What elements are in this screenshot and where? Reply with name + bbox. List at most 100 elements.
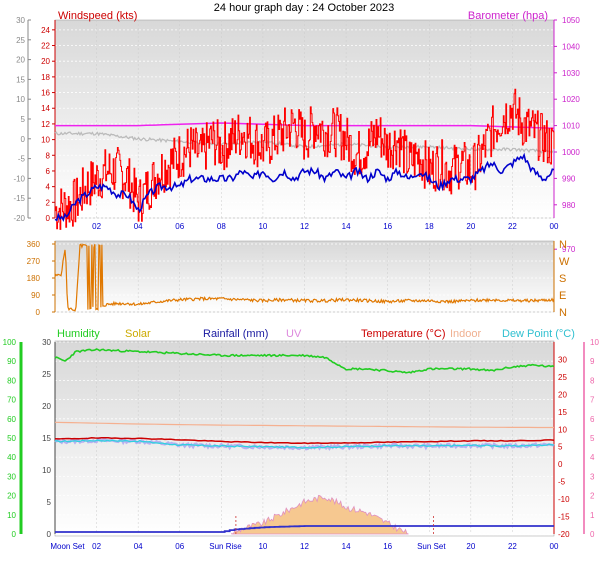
outer-tick-label-7: 15: [16, 75, 25, 84]
temperature-tick-label-9: 25: [558, 373, 567, 382]
hour-tick-top-2: 06: [175, 222, 184, 231]
uv-tick-label-0: 0: [590, 530, 595, 539]
chart-title: 24 hour graph day : 24 October 2023: [214, 2, 394, 14]
windspeed-tick-label-4: 8: [46, 151, 51, 160]
barometer-y-axis: 980 990 1000 1010 1020 1030 1040 1050 970: [553, 16, 580, 254]
dewpoint-line: [54, 439, 555, 449]
hour-tick-top-7: 16: [383, 222, 392, 231]
secondary-left-tick-label-2: 10: [42, 466, 51, 475]
hour-tick-bottom-9: Sun Set: [417, 542, 446, 551]
panel-climate-grid: [55, 341, 555, 535]
secondary-left-tick-label-4: 20: [42, 402, 51, 411]
barometer-tick-label-6: 1040: [562, 42, 580, 51]
dewpoint-band: [54, 437, 555, 451]
barometer-tick-label-8: 970: [562, 245, 576, 254]
humidity-tick-label-6: 60: [7, 415, 16, 424]
uv-tick-label-7: 7: [590, 396, 595, 405]
humidity-tick-label-7: 70: [7, 396, 16, 405]
indoor-line: [54, 421, 554, 429]
barometer-tick-label-1: 990: [562, 174, 576, 183]
outer-tick-label-3: -5: [18, 155, 26, 164]
compass-label-3: W: [559, 256, 570, 268]
hour-x-axis-bottom: Moon Set 02 04 06 Sun Rise 10 12 14 16 Sun Set 20 2…: [50, 542, 559, 551]
secondary-left-tick-label-6: 30: [42, 338, 51, 347]
windspeed-tick-label-12: 24: [41, 26, 50, 35]
temperature-tick-label-5: 5: [558, 443, 563, 452]
uv-tick-label-2: 2: [590, 492, 595, 501]
barometer-tick-label-7: 1050: [562, 16, 580, 25]
outer-tick-label-2: -10: [13, 174, 25, 183]
barometer-tick-label-5: 1030: [562, 69, 580, 78]
rainfall-line: [55, 525, 554, 533]
legend-uv: UV: [286, 328, 302, 340]
legend-solar: Solar: [125, 328, 151, 340]
temperature-tick-label-1: -15: [558, 513, 570, 522]
compass-label-1: E: [559, 290, 566, 302]
outer-tick-label-6: 10: [16, 95, 25, 104]
hour-tick-top-6: 14: [342, 222, 351, 231]
climate-legend: Humidity Solar Rainfall (mm) UV Temperat…: [57, 328, 575, 340]
outer-tick-label-4: 0: [21, 135, 26, 144]
secondary-left-tick-label-5: 25: [42, 370, 51, 379]
windspeed-tick-label-5: 10: [41, 136, 50, 145]
temperature-tick-label-7: 15: [558, 408, 567, 417]
temperature-tick-label-6: 10: [558, 425, 567, 434]
hour-tick-top-1: 04: [134, 222, 143, 231]
panel-wind-series: [54, 88, 555, 230]
humidity-tick-label-9: 90: [7, 357, 16, 366]
compass-label-4: N: [559, 239, 567, 251]
panel-climate-series: [54, 348, 555, 535]
windspeed-tick-label-2: 4: [46, 183, 51, 192]
uv-tick-label-6: 6: [590, 415, 595, 424]
temperature-tick-label-10: 30: [558, 355, 567, 364]
direction-degree-axis: 0 90 180 270 360: [27, 240, 56, 317]
windspeed-tick-label-3: 6: [46, 167, 51, 176]
solar-area: [231, 494, 409, 535]
windspeed-tick-label-1: 2: [46, 198, 51, 207]
direction-tick-label-4: 360: [27, 240, 41, 249]
outer-tick-label-8: 20: [16, 56, 25, 65]
direction-tick-label-3: 270: [27, 257, 41, 266]
hour-tick-top-0: 02: [92, 222, 101, 231]
barometer-tick-label-4: 1020: [562, 95, 580, 104]
hour-tick-top-9: 20: [466, 222, 475, 231]
windspeed-tick-label-9: 18: [41, 73, 50, 82]
humidity-tick-label-8: 80: [7, 376, 16, 385]
hour-tick-bottom-2: 04: [134, 542, 143, 551]
humidity-tick-label-5: 50: [7, 434, 16, 443]
hour-tick-bottom-5: 10: [258, 542, 267, 551]
legend-temperature: Temperature (°C): [361, 328, 445, 340]
humidity-tick-label-1: 10: [7, 511, 16, 520]
secondary-left-tick-label-1: 5: [47, 498, 52, 507]
legend-humidity: Humidity: [57, 328, 100, 340]
outer-tick-label-5: 5: [21, 115, 26, 124]
hour-tick-bottom-3: 06: [175, 542, 184, 551]
outer-tick-label-9: 25: [16, 36, 25, 45]
windspeed-line: [55, 88, 555, 230]
temperature-line: [54, 437, 555, 445]
uv-tick-label-1: 1: [590, 511, 595, 520]
windspeed-tick-label-11: 22: [41, 42, 50, 51]
compass-label-2: S: [559, 273, 566, 285]
hour-tick-bottom-10: 20: [466, 542, 475, 551]
direction-tick-label-1: 90: [31, 291, 40, 300]
secondary-left-tick-label-3: 15: [42, 434, 51, 443]
hour-tick-bottom-6: 12: [300, 542, 309, 551]
direction-tick-label-0: 0: [36, 308, 41, 317]
windspeed-tick-label-6: 12: [41, 120, 50, 129]
uv-tick-label-3: 3: [590, 472, 595, 481]
hour-tick-bottom-1: 02: [92, 542, 101, 551]
humidity-tick-label-10: 100: [3, 338, 17, 347]
legend-rainfall: Rainfall (mm): [203, 328, 268, 340]
uv-tick-label-10: 10: [590, 338, 599, 347]
hour-tick-bottom-0: Moon Set: [50, 542, 85, 551]
hour-x-axis-top: 02 04 06 08 10 12 14 16 18 20 22 00: [92, 222, 559, 231]
uv-tick-label-5: 5: [590, 434, 595, 443]
uv-tick-label-9: 9: [590, 357, 595, 366]
wind-direction-line: [54, 243, 555, 312]
barometer-tick-label-2: 1000: [562, 148, 580, 157]
hour-tick-top-8: 18: [425, 222, 434, 231]
outer-tick-label-0: -20: [13, 214, 25, 223]
